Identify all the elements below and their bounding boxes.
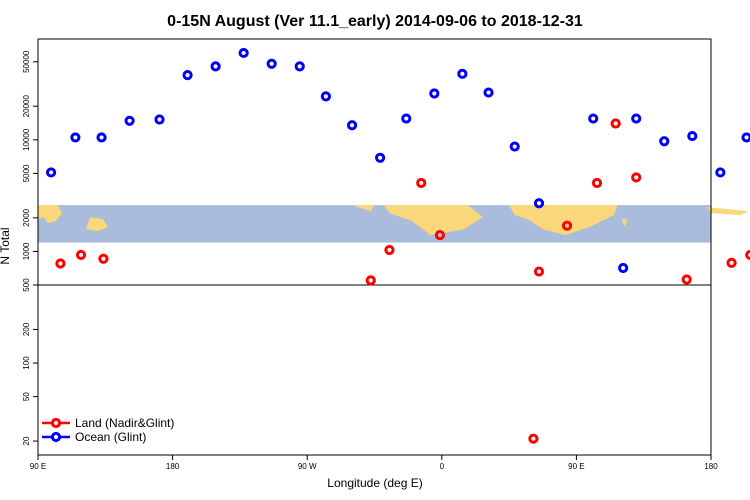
ocean-point — [154, 114, 165, 125]
legend: Land (Nadir&Glint)Ocean (Glint) — [42, 416, 174, 444]
ocean-point — [210, 61, 221, 72]
ocean-point — [659, 136, 670, 147]
ocean-point — [741, 132, 750, 143]
ocean-point — [182, 69, 193, 81]
ocean-point — [631, 113, 642, 124]
legend-ocean-label: Ocean (Glint) — [75, 430, 146, 444]
legend-ocean-marker — [50, 431, 62, 443]
land-point — [98, 253, 109, 264]
land-point — [561, 220, 573, 231]
land-point — [681, 274, 692, 285]
ocean-point — [375, 152, 386, 163]
land-point — [726, 257, 737, 268]
y-tick-label: 20000 — [22, 95, 31, 118]
y-tick-label: 500 — [22, 278, 31, 292]
x-tick-label: 90 W — [298, 462, 317, 471]
map-australia-west — [38, 205, 62, 224]
ocean-point — [483, 87, 494, 98]
land-point — [610, 118, 621, 129]
legend-land-marker — [50, 417, 62, 429]
map-australia-east — [86, 217, 108, 232]
ocean-point — [238, 47, 249, 59]
y-tick-label: 200 — [22, 322, 31, 336]
ocean-point — [266, 58, 277, 69]
y-axis-label: N Total — [0, 227, 12, 264]
ocean-point — [687, 130, 698, 142]
plot-frame — [37, 38, 712, 456]
land-point — [528, 433, 539, 444]
land-point — [55, 258, 66, 269]
land-point — [365, 275, 376, 286]
ocean-point — [618, 262, 629, 274]
world-map-band — [38, 205, 749, 243]
y-axis: 20 50 100 200 500 1000 2000 5000 10000 20000 50000 — [22, 50, 38, 446]
ocean-point — [429, 88, 440, 99]
chart-title: 0-15N August (Ver 11.1_early) 2014-09-06… — [167, 13, 583, 30]
ocean-point — [457, 68, 468, 79]
ocean-point — [715, 167, 726, 178]
ocean-point — [346, 120, 358, 131]
x-tick-label: 0 — [440, 462, 445, 471]
x-tick-label: 90 E — [568, 462, 584, 471]
y-tick-label: 50000 — [22, 50, 31, 73]
ocean-point — [401, 113, 412, 124]
map-africa — [509, 205, 618, 236]
ocean-point — [294, 61, 305, 72]
land-point — [384, 244, 395, 256]
ocean-point — [509, 141, 520, 152]
ocean-point — [70, 132, 81, 143]
ocean-point — [45, 167, 57, 178]
x-tick-label: 180 — [166, 462, 180, 471]
ocean-point — [588, 113, 599, 124]
y-tick-label: 100 — [22, 356, 31, 370]
y-tick-label: 10000 — [22, 128, 31, 151]
x-axis: 90 E 180 90 W 0 90 E 180 — [30, 455, 718, 471]
land-point — [631, 172, 642, 183]
legend-land-label: Land (Nadir&Glint) — [75, 416, 174, 430]
map-madagascar — [621, 219, 627, 228]
y-tick-label: 2000 — [22, 208, 31, 226]
y-tick-label: 5000 — [22, 164, 31, 182]
x-axis-label: Longitude (deg E) — [327, 476, 422, 490]
ocean-point — [124, 115, 135, 126]
y-tick-label: 50 — [22, 392, 31, 401]
ocean-point — [533, 198, 545, 209]
data-points — [45, 47, 750, 444]
y-tick-label: 1000 — [22, 242, 31, 260]
map-central-america — [352, 205, 375, 212]
land-point — [745, 249, 750, 261]
land-point — [416, 177, 427, 189]
land-point — [434, 230, 446, 241]
x-tick-label: 90 E — [30, 462, 46, 471]
ocean-point — [96, 132, 107, 143]
land-point — [591, 177, 603, 189]
map-south-america — [383, 205, 483, 236]
y-tick-label: 20 — [22, 436, 31, 445]
map-indonesia — [707, 207, 749, 216]
land-point — [75, 249, 87, 261]
ocean-point — [320, 91, 331, 102]
x-tick-label: 180 — [704, 462, 718, 471]
land-point — [533, 266, 545, 277]
